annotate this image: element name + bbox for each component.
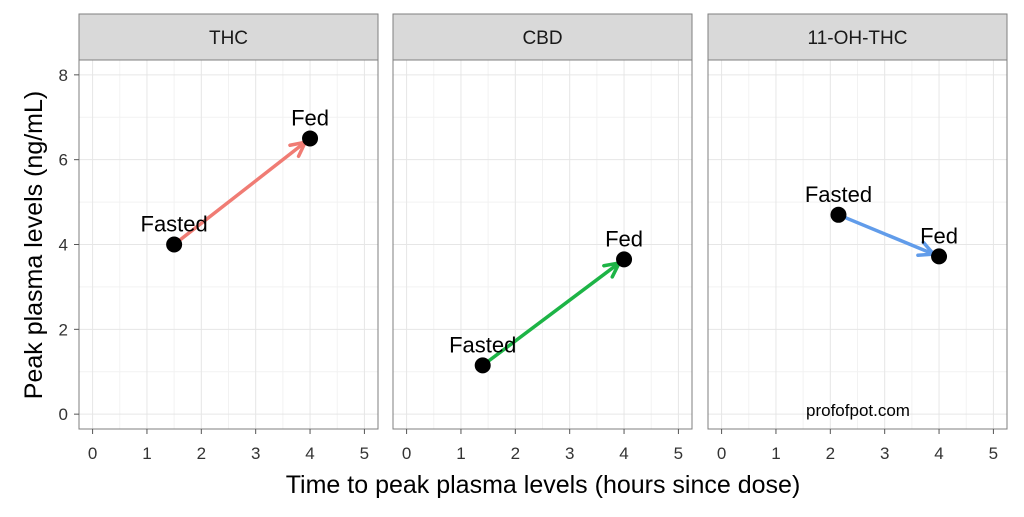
y-tick-label: 6 bbox=[59, 151, 68, 170]
data-point bbox=[166, 236, 183, 253]
x-tick-label: 4 bbox=[619, 444, 628, 463]
data-point bbox=[931, 248, 948, 265]
x-tick-label: 5 bbox=[674, 444, 683, 463]
point-label: Fasted bbox=[805, 182, 872, 207]
point-label: Fed bbox=[920, 223, 958, 248]
x-tick-label: 0 bbox=[402, 444, 411, 463]
facet-strip bbox=[78, 13, 379, 61]
x-tick-label: 1 bbox=[771, 444, 780, 463]
y-axis-title: Peak plasma levels (ng/mL) bbox=[20, 91, 48, 399]
facet-strip bbox=[392, 13, 693, 61]
x-tick-label: 3 bbox=[565, 444, 574, 463]
y-tick-label: 2 bbox=[59, 320, 68, 339]
x-axis-title: Time to peak plasma levels (hours since … bbox=[286, 471, 801, 499]
data-point bbox=[302, 130, 319, 147]
change-arrow bbox=[172, 140, 308, 247]
data-point bbox=[474, 357, 491, 374]
y-tick-label: 8 bbox=[59, 66, 68, 85]
x-tick-label: 2 bbox=[826, 444, 835, 463]
x-tick-label: 3 bbox=[880, 444, 889, 463]
x-tick-label: 0 bbox=[717, 444, 726, 463]
panel-border bbox=[392, 59, 693, 430]
facet-label: CBD bbox=[522, 28, 562, 49]
change-arrow bbox=[836, 213, 936, 257]
x-tick-label: 4 bbox=[934, 444, 943, 463]
x-tick-label: 1 bbox=[456, 444, 465, 463]
point-label: Fasted bbox=[449, 332, 516, 357]
x-tick-label: 5 bbox=[360, 444, 369, 463]
x-tick-label: 3 bbox=[251, 444, 260, 463]
y-tick-label: 0 bbox=[59, 405, 68, 424]
change-arrow bbox=[480, 261, 621, 368]
panel-border bbox=[707, 59, 1008, 430]
watermark-text: profofpot.com bbox=[806, 401, 910, 420]
x-tick-label: 2 bbox=[197, 444, 206, 463]
point-label: Fasted bbox=[141, 212, 208, 237]
y-tick-label: 4 bbox=[59, 236, 68, 255]
data-point bbox=[830, 206, 847, 223]
x-tick-label: 2 bbox=[511, 444, 520, 463]
data-point bbox=[616, 251, 633, 268]
x-tick-label: 5 bbox=[989, 444, 998, 463]
x-tick-label: 1 bbox=[142, 444, 151, 463]
x-tick-label: 4 bbox=[305, 444, 314, 463]
facet-strip bbox=[707, 13, 1008, 61]
point-label: Fed bbox=[605, 226, 643, 251]
x-tick-label: 0 bbox=[88, 444, 97, 463]
facet-label: 11-OH-THC bbox=[808, 28, 908, 49]
point-label: Fed bbox=[291, 105, 329, 130]
facet-label: THC bbox=[209, 28, 248, 49]
